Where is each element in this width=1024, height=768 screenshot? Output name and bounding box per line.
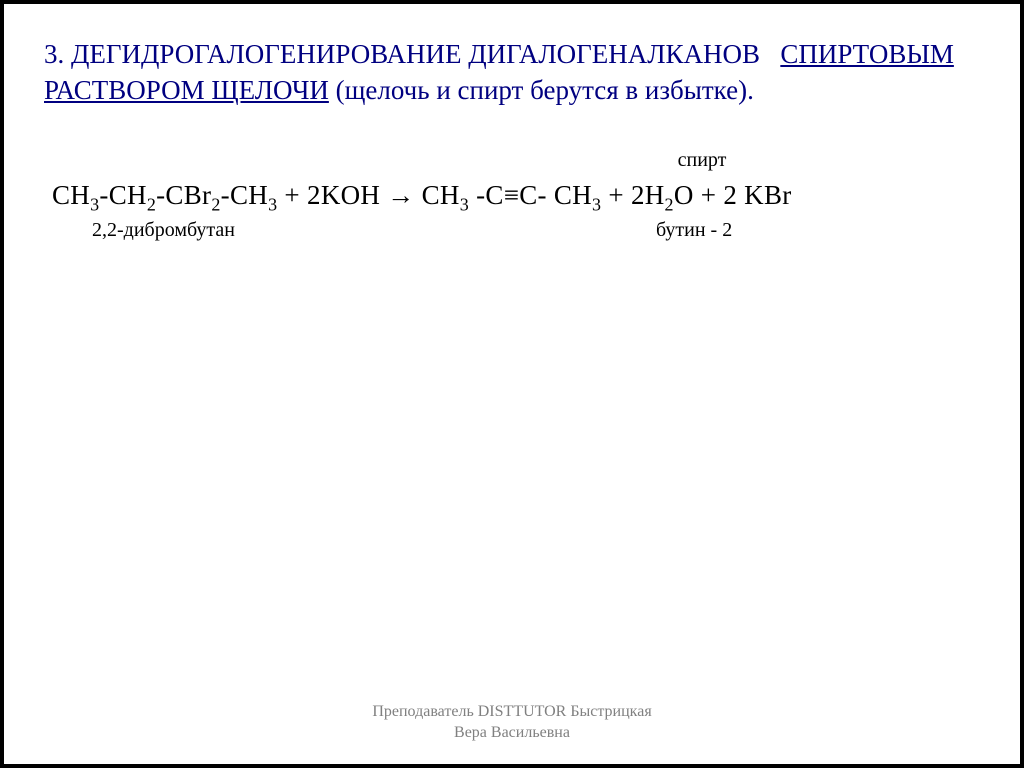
- heading-number: 3.: [44, 39, 64, 69]
- product3: 2 KBr: [723, 180, 791, 210]
- slide-footer: Преподаватель DISTTUTOR Быстрицкая Вера …: [4, 702, 1020, 744]
- heading-part3: (щелочь и спирт берутся в избытке).: [336, 75, 754, 105]
- reactant1: CH3-CH2-CBr2-CH3: [52, 180, 277, 210]
- footer-brand: DISTTUTOR: [478, 703, 567, 720]
- footer-line1: Преподаватель DISTTUTOR Быстрицкая: [4, 702, 1020, 723]
- slide-container: 3. ДЕГИДРОГАЛОГЕНИРОВАНИЕ ДИГАЛОГЕНАЛКАН…: [4, 4, 1020, 764]
- compound-label-right: бутин - 2: [656, 219, 732, 242]
- chemical-equation: CH3-CH2-CBr2-CH3 + 2KOH → CH3 -C≡C- CH3 …: [52, 180, 980, 215]
- product2: 2H2O: [631, 180, 694, 210]
- compound-labels-row: 2,2-дибромбутан бутин - 2: [44, 219, 980, 249]
- plus-3: +: [694, 180, 724, 210]
- plus-1: +: [277, 180, 307, 210]
- heading-part1: ДЕГИДРОГАЛОГЕНИРОВАНИЕ ДИГАЛОГЕНАЛКАНОВ: [71, 39, 760, 69]
- compound-label-left: 2,2-дибромбутан: [92, 219, 235, 242]
- plus-2: +: [601, 180, 631, 210]
- slide-heading: 3. ДЕГИДРОГАЛОГЕНИРОВАНИЕ ДИГАЛОГЕНАЛКАН…: [44, 36, 980, 109]
- condition-label: спирт: [424, 149, 980, 172]
- reactant2: 2KOH: [307, 180, 380, 210]
- arrow: →: [380, 180, 421, 210]
- product1: CH3 -C≡C- CH3: [422, 180, 602, 210]
- footer-line2: Вера Васильевна: [4, 723, 1020, 744]
